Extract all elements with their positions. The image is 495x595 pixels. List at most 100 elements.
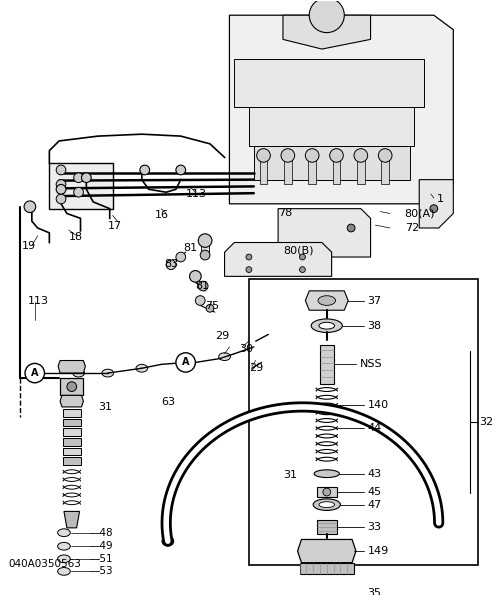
Circle shape (354, 149, 368, 162)
Polygon shape (278, 209, 371, 257)
Polygon shape (50, 163, 113, 209)
Text: 45: 45 (368, 487, 382, 497)
Bar (333, 155, 341, 184)
Bar (301, 578, 352, 595)
Bar (259, 155, 267, 184)
Text: 80(A): 80(A) (404, 208, 435, 218)
Polygon shape (297, 540, 356, 563)
Bar (63, 418, 81, 426)
Bar (60, 378, 84, 395)
Circle shape (176, 353, 196, 372)
Bar (234, 59, 424, 107)
Ellipse shape (57, 529, 70, 537)
Circle shape (24, 201, 36, 212)
Ellipse shape (136, 364, 148, 372)
Text: 149: 149 (368, 546, 389, 556)
Circle shape (176, 165, 186, 175)
Text: —49: —49 (89, 541, 113, 551)
Text: 1: 1 (437, 194, 444, 204)
Bar (249, 279, 478, 565)
Ellipse shape (311, 319, 343, 333)
Bar (63, 428, 81, 436)
Circle shape (166, 260, 176, 270)
Text: 38: 38 (368, 321, 382, 331)
Polygon shape (283, 15, 371, 49)
Ellipse shape (73, 369, 85, 377)
Text: 30: 30 (239, 344, 253, 354)
Text: 75: 75 (205, 301, 219, 311)
Text: A: A (182, 358, 190, 368)
Text: 44: 44 (368, 423, 382, 433)
Text: 63: 63 (161, 397, 175, 407)
Text: 17: 17 (108, 221, 122, 231)
Text: 33: 33 (368, 522, 382, 532)
Polygon shape (419, 180, 453, 228)
Circle shape (347, 224, 355, 232)
Text: 81: 81 (184, 243, 198, 253)
Text: NSS: NSS (360, 359, 383, 369)
Circle shape (281, 149, 295, 162)
Ellipse shape (250, 341, 261, 349)
Circle shape (246, 267, 252, 273)
Text: 29: 29 (215, 331, 229, 342)
Ellipse shape (57, 543, 70, 550)
Text: 37: 37 (368, 296, 382, 306)
Text: 81: 81 (196, 281, 209, 291)
Circle shape (330, 149, 344, 162)
Polygon shape (230, 15, 453, 204)
Text: —48: —48 (89, 528, 113, 538)
Circle shape (305, 149, 319, 162)
Text: 32: 32 (480, 417, 494, 427)
Circle shape (378, 149, 392, 162)
Text: 113: 113 (28, 296, 49, 306)
Text: 43: 43 (368, 469, 382, 479)
Circle shape (140, 165, 149, 175)
Text: 31: 31 (98, 402, 112, 412)
Text: 47: 47 (368, 500, 382, 510)
Circle shape (299, 267, 305, 273)
Polygon shape (58, 361, 85, 373)
Circle shape (323, 488, 331, 496)
Circle shape (198, 281, 208, 291)
Ellipse shape (265, 359, 277, 367)
Circle shape (430, 205, 438, 212)
Circle shape (190, 271, 201, 282)
Bar (249, 107, 414, 146)
Circle shape (198, 234, 212, 248)
Bar (63, 438, 81, 446)
Text: —51: —51 (89, 554, 113, 564)
Text: —53: —53 (89, 566, 113, 577)
Text: 35: 35 (368, 588, 382, 595)
Text: 29: 29 (249, 364, 263, 373)
Circle shape (206, 305, 214, 312)
Ellipse shape (318, 296, 336, 305)
Text: 78: 78 (278, 208, 293, 218)
Bar (317, 487, 337, 497)
Text: 19: 19 (22, 242, 36, 251)
Text: 18: 18 (69, 231, 83, 242)
Bar (63, 447, 81, 455)
Text: 16: 16 (154, 211, 168, 220)
Text: A: A (31, 368, 39, 378)
Bar (201, 240, 209, 255)
Text: 040A0350563: 040A0350563 (8, 559, 81, 569)
Circle shape (56, 194, 66, 204)
Ellipse shape (314, 470, 340, 478)
Bar (254, 146, 409, 180)
Text: 31: 31 (283, 469, 297, 480)
Circle shape (74, 187, 84, 197)
Polygon shape (64, 512, 80, 528)
Ellipse shape (57, 555, 70, 563)
Circle shape (74, 173, 84, 183)
Ellipse shape (162, 536, 174, 546)
Circle shape (176, 252, 186, 262)
Bar (284, 155, 292, 184)
Circle shape (257, 149, 270, 162)
Polygon shape (225, 243, 332, 276)
Circle shape (25, 364, 45, 383)
Circle shape (299, 254, 305, 260)
Ellipse shape (57, 568, 70, 575)
Circle shape (246, 254, 252, 260)
Bar (317, 520, 337, 534)
Bar (299, 563, 354, 574)
